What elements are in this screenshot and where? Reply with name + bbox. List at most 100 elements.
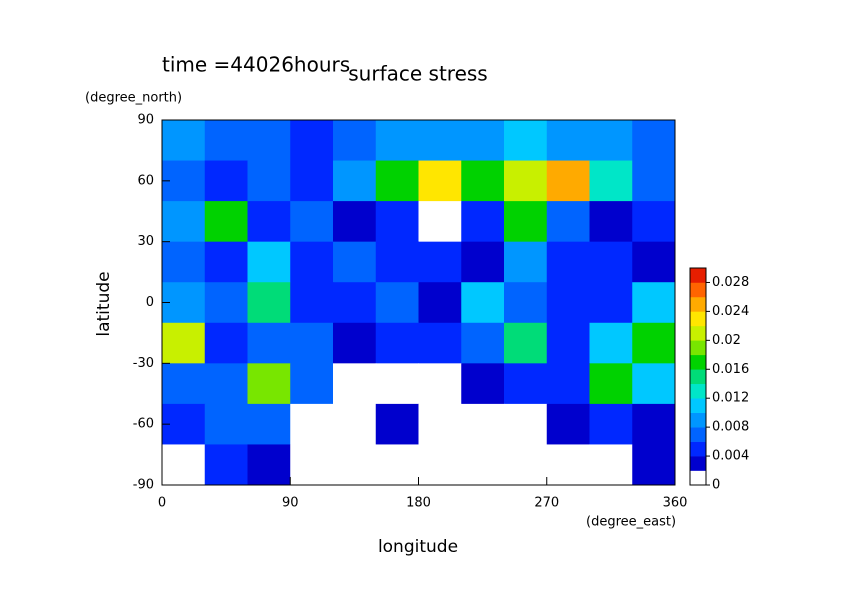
- contour-cell: [418, 444, 462, 486]
- x-tick-label: 180: [406, 496, 431, 511]
- contour-cell: [546, 160, 590, 202]
- contour-cell: [504, 322, 548, 364]
- colorbar-tick-label: 0.024: [712, 304, 749, 319]
- contour-cell: [546, 241, 590, 283]
- colorbar-tick-label: 0.008: [712, 420, 749, 435]
- colorbar-level: [690, 340, 706, 356]
- contour-cell: [632, 322, 676, 364]
- contour-cell: [418, 160, 462, 202]
- contour-cell: [546, 444, 590, 486]
- colorbar-level: [690, 369, 706, 385]
- contour-cell: [589, 120, 633, 162]
- contour-cell: [204, 403, 248, 445]
- contour-cell: [247, 282, 291, 324]
- contour-cell: [290, 363, 334, 405]
- contour-cell: [247, 322, 291, 364]
- y-unit: (degree_north): [85, 91, 182, 106]
- contour-cell: [418, 201, 462, 243]
- y-tick-label: 60: [137, 173, 154, 188]
- contour-cell: [504, 241, 548, 283]
- colorbar-tick-label: 0.012: [712, 391, 749, 406]
- contour-cell: [204, 282, 248, 324]
- contour-cell: [589, 201, 633, 243]
- contour-cell: [333, 444, 377, 486]
- contour-cell: [632, 160, 676, 202]
- y-tick-label: -60: [133, 417, 154, 432]
- y-tick-label: 0: [146, 295, 154, 310]
- contour-cell: [204, 322, 248, 364]
- contour-cell: [333, 160, 377, 202]
- contour-cell: [333, 120, 377, 162]
- colorbar-level: [690, 383, 706, 399]
- contour-cell: [204, 363, 248, 405]
- contour-cell: [375, 322, 419, 364]
- contour-cell: [546, 363, 590, 405]
- contour-cell: [290, 241, 334, 283]
- contour-cell: [589, 322, 633, 364]
- contour-cell: [632, 241, 676, 283]
- contour-cell: [375, 444, 419, 486]
- x-tick-label: 90: [282, 496, 299, 511]
- contour-cell: [632, 120, 676, 162]
- colorbar-level: [690, 354, 706, 370]
- contour-cell: [589, 363, 633, 405]
- contour-cell: [162, 363, 206, 405]
- colorbar-level: [690, 412, 706, 428]
- contour-cell: [162, 241, 206, 283]
- colorbar-frame: [689, 267, 707, 486]
- contour-cell: [290, 444, 334, 486]
- contour-cell: [632, 444, 676, 486]
- contour-cell: [247, 403, 291, 445]
- contour-cell: [461, 241, 505, 283]
- colorbar-tick-label: 0.028: [712, 275, 749, 290]
- contour-cell: [290, 201, 334, 243]
- x-tick-label: 360: [663, 496, 688, 511]
- contour-cell: [418, 120, 462, 162]
- contour-cell: [632, 363, 676, 405]
- contour-cell: [375, 120, 419, 162]
- contour-cell: [333, 201, 377, 243]
- colorbar-level: [690, 456, 706, 471]
- contour-cell: [546, 322, 590, 364]
- contour-cell: [504, 444, 548, 486]
- contour-cell: [504, 403, 548, 445]
- contour-cell: [461, 444, 505, 486]
- colorbar-tick-label: 0.016: [712, 362, 749, 377]
- y-axis-label: latitude: [94, 271, 114, 336]
- colorbar-level: [690, 470, 706, 486]
- y-tick-label: 30: [137, 234, 154, 249]
- x-tick-label: 270: [534, 496, 559, 511]
- contour-cell: [504, 160, 548, 202]
- contour-cell: [418, 241, 462, 283]
- contour-cell: [589, 241, 633, 283]
- contour-cell: [504, 363, 548, 405]
- contour-cell: [290, 322, 334, 364]
- contour-cell: [290, 160, 334, 202]
- chart-subtitle: time =44026hours: [162, 53, 350, 77]
- colorbar-level: [690, 427, 706, 442]
- contour-cell: [162, 444, 206, 486]
- contour-cell: [375, 241, 419, 283]
- contour-cell: [546, 120, 590, 162]
- contour-cell: [375, 282, 419, 324]
- x-axis-label: longitude: [378, 537, 458, 557]
- contour-cell: [247, 120, 291, 162]
- contour-cell: [418, 363, 462, 405]
- contour-cell: [461, 363, 505, 405]
- contour-cell: [333, 322, 377, 364]
- contour-cell: [589, 282, 633, 324]
- contour-cell: [546, 201, 590, 243]
- contour-cell: [204, 201, 248, 243]
- y-tick-label: -30: [133, 356, 154, 371]
- contour-cell: [247, 444, 291, 486]
- contour-cell: [204, 444, 248, 486]
- contour-cell: [546, 282, 590, 324]
- colorbar-level: [690, 311, 706, 327]
- contour-cell: [461, 201, 505, 243]
- contour-cell: [589, 444, 633, 486]
- colorbar-tick-label: 0.004: [712, 449, 749, 464]
- contour-cell: [504, 282, 548, 324]
- colorbar-level: [690, 398, 706, 413]
- contour-cell: [333, 282, 377, 324]
- x-unit: (degree_east): [586, 515, 676, 530]
